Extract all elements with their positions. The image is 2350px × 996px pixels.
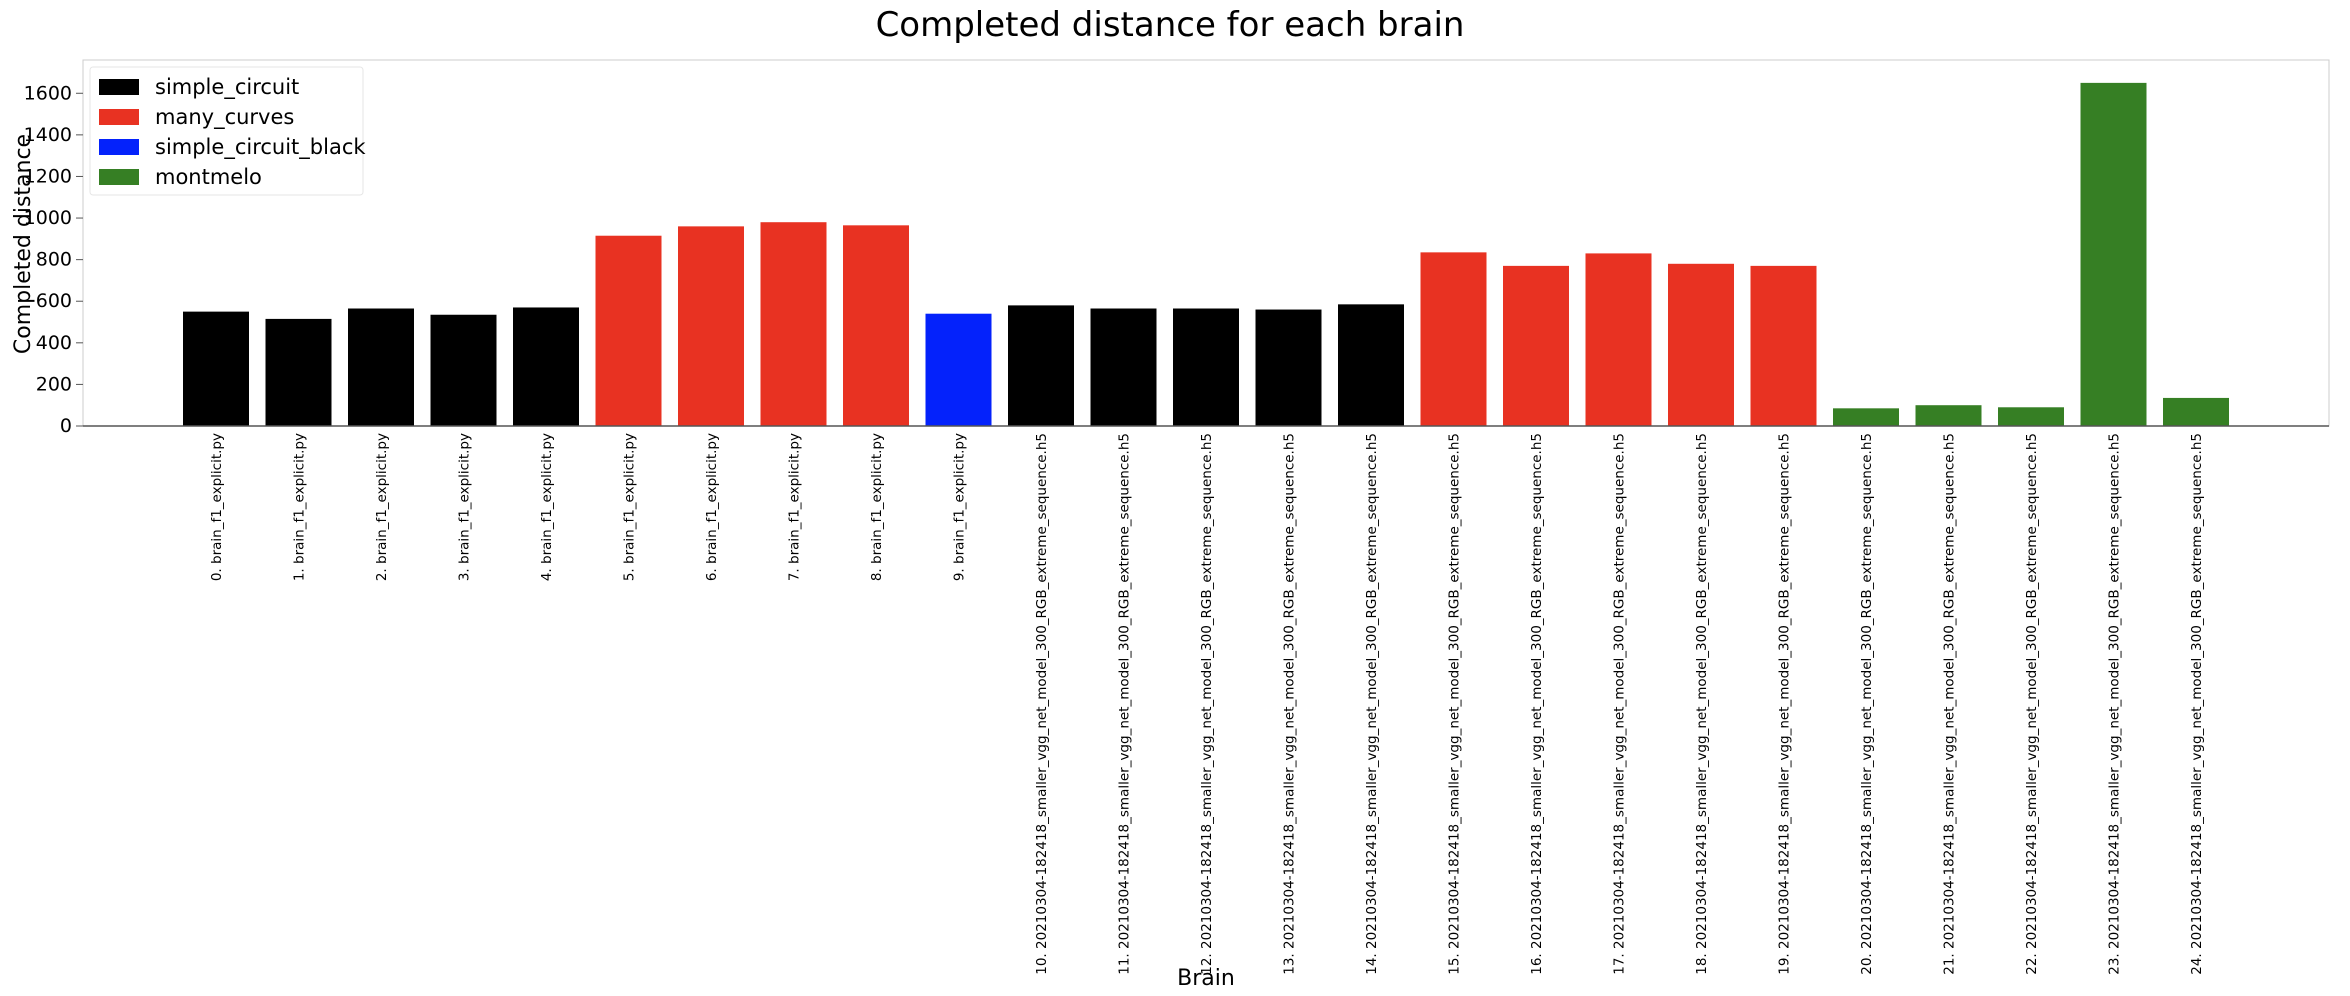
bar <box>1503 265 1569 426</box>
y-tick-label: 200 <box>36 373 72 395</box>
bar <box>1255 309 1322 426</box>
bar <box>2163 397 2229 426</box>
bar <box>265 318 332 426</box>
bar <box>843 225 909 426</box>
bar <box>1585 253 1652 426</box>
x-tick-label: 21. 20210304-182418_smaller_vgg_net_mode… <box>1942 433 1958 975</box>
x-tick-label: 2. brain_f1_explicit.py <box>374 433 390 581</box>
y-tick-label: 1200 <box>24 165 72 187</box>
x-tick-label: 19. 20210304-182418_smaller_vgg_net_mode… <box>1777 433 1793 975</box>
x-tick-label: 20. 20210304-182418_smaller_vgg_net_mode… <box>1859 433 1875 975</box>
bar <box>1338 304 1404 426</box>
bar <box>678 226 744 426</box>
y-tick-label: 800 <box>36 249 72 271</box>
legend-label: many_curves <box>155 105 294 130</box>
x-tick-label: 10. 20210304-182418_smaller_vgg_net_mode… <box>1034 433 1050 975</box>
bar <box>1915 405 1982 426</box>
legend-items: simple_circuit many_curves simple_circuit_… <box>99 75 366 189</box>
x-tick-label: 17. 20210304-182418_smaller_vgg_net_mode… <box>1612 433 1628 975</box>
x-tick-label: 1. brain_f1_explicit.py <box>292 433 308 581</box>
x-axis-ticks: 0. brain_f1_explicit.py 1. brain_f1_expli… <box>209 433 2205 975</box>
x-tick-label: 8. brain_f1_explicit.py <box>869 433 885 581</box>
legend: simple_circuit many_curves simple_circuit_… <box>89 66 366 196</box>
x-tick-label: 22. 20210304-182418_smaller_vgg_net_mode… <box>2024 433 2040 975</box>
chart-title: Completed distance for each brain <box>876 5 1465 45</box>
x-tick-label: 23. 20210304-182418_smaller_vgg_net_mode… <box>2107 433 2123 975</box>
y-tick-label: 1600 <box>24 82 72 104</box>
bar <box>595 235 662 426</box>
bar <box>1420 252 1487 426</box>
x-tick-label: 11. 20210304-182418_smaller_vgg_net_mode… <box>1117 433 1133 975</box>
bar <box>1833 408 1899 426</box>
bar <box>1998 407 2064 426</box>
legend-swatch <box>99 79 139 95</box>
y-axis-label: Completed distance <box>11 134 36 354</box>
bars-group <box>183 82 2229 426</box>
bar <box>1750 265 1817 426</box>
x-tick-label: 18. 20210304-182418_smaller_vgg_net_mode… <box>1694 433 1710 975</box>
x-tick-label: 16. 20210304-182418_smaller_vgg_net_mode… <box>1529 433 1545 975</box>
bar <box>925 313 992 426</box>
bar <box>513 307 579 426</box>
bar <box>183 311 249 426</box>
y-tick-label: 400 <box>36 332 72 354</box>
x-tick-label: 9. brain_f1_explicit.py <box>952 433 968 581</box>
y-tick-label: 1000 <box>24 207 72 229</box>
x-tick-label: 6. brain_f1_explicit.py <box>704 433 720 581</box>
x-tick-label: 14. 20210304-182418_smaller_vgg_net_mode… <box>1364 433 1380 975</box>
x-tick-label: 13. 20210304-182418_smaller_vgg_net_mode… <box>1282 433 1298 975</box>
legend-swatch <box>99 169 139 185</box>
x-tick-label: 4. brain_f1_explicit.py <box>539 433 555 581</box>
x-tick-label: 0. brain_f1_explicit.py <box>209 433 225 581</box>
legend-label: simple_circuit_black <box>155 135 366 160</box>
y-tick-label: 0 <box>60 415 72 437</box>
bar <box>430 314 497 426</box>
bar <box>760 222 827 426</box>
x-tick-label: 15. 20210304-182418_smaller_vgg_net_mode… <box>1447 433 1463 975</box>
legend-label: montmelo <box>155 165 262 189</box>
legend-box <box>89 66 364 196</box>
bar <box>2080 82 2147 426</box>
x-tick-label: 24. 20210304-182418_smaller_vgg_net_mode… <box>2189 433 2205 975</box>
legend-label: simple_circuit <box>155 75 299 100</box>
x-tick-label: 12. 20210304-182418_smaller_vgg_net_mode… <box>1199 433 1215 975</box>
bar <box>1668 263 1734 426</box>
legend-swatch <box>99 139 139 155</box>
bar <box>348 308 414 426</box>
x-axis-label: Brain <box>1177 966 1235 991</box>
y-tick-label: 1400 <box>24 124 72 146</box>
legend-swatch <box>99 109 139 125</box>
x-tick-label: 3. brain_f1_explicit.py <box>457 433 473 581</box>
bar <box>1090 308 1157 426</box>
y-tick-label: 600 <box>36 290 72 312</box>
bar <box>1008 305 1074 426</box>
x-tick-label: 7. brain_f1_explicit.py <box>787 433 803 581</box>
bar <box>1173 308 1239 426</box>
y-axis-ticks: 0 200 400 600 800 1000 1200 1400 1600 <box>24 82 83 437</box>
x-tick-label: 5. brain_f1_explicit.py <box>622 433 638 581</box>
